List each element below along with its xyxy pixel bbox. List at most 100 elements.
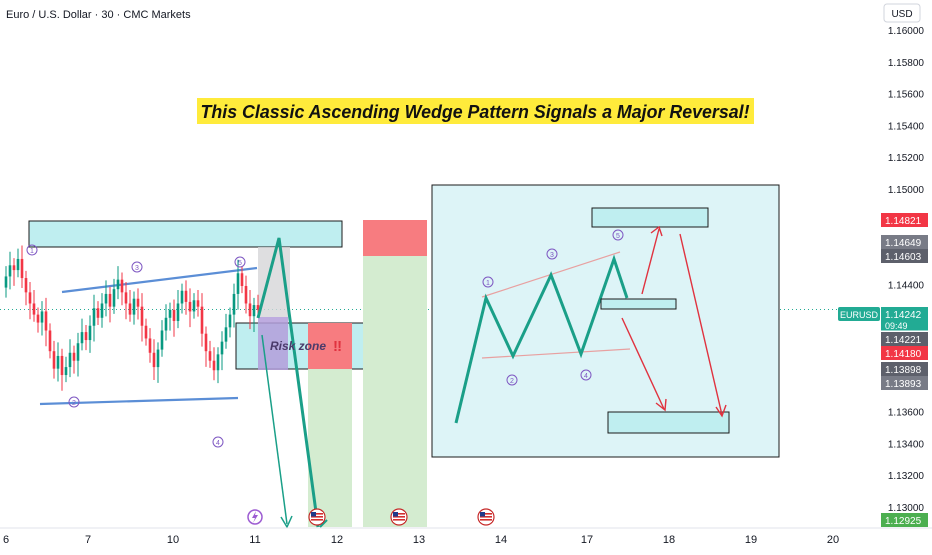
candle-body (76, 343, 80, 361)
diagram-label-2: 2 (510, 378, 514, 385)
candle-body (136, 298, 140, 307)
candle-body (20, 258, 24, 279)
diagram-bottom-zone[interactable] (607, 411, 730, 434)
price-tick-label: 1.15600 (888, 90, 925, 101)
candle-body (192, 300, 196, 312)
candle-body (16, 258, 20, 271)
time-tick-label: 14 (495, 534, 507, 546)
price-tick-label: 1.15800 (888, 58, 925, 69)
price-badge-label: 1.13893 (885, 379, 922, 390)
price-badge (881, 213, 928, 227)
candle-body (104, 293, 108, 304)
price-badge (881, 249, 928, 263)
candle-body (236, 273, 240, 294)
wedge-lower-line[interactable] (39, 396, 239, 406)
diagram-label-5: 5 (616, 233, 620, 240)
wave-labels-left: 1 3 5 2 4 (26, 244, 246, 448)
diagram-arrows (621, 225, 727, 418)
candle-body (168, 309, 172, 318)
candle-body (224, 327, 228, 342)
candle-body (60, 355, 64, 376)
price-tick-label: 1.15200 (888, 153, 925, 164)
candle-body (204, 333, 208, 352)
candle-body (92, 308, 96, 326)
arrow-head-icon (280, 515, 293, 529)
symbol-title[interactable]: Euro / U.S. Dollar · 30 · CMC Markets (6, 9, 191, 21)
candle-body (256, 305, 260, 310)
candle-body (32, 303, 36, 315)
time-axis-ticks[interactable]: 6 7 10 11 12 13 14 17 18 19 20 (3, 534, 839, 546)
lightning-glyph-icon (252, 511, 258, 523)
time-tick-label: 19 (745, 534, 757, 546)
candle-body (200, 306, 204, 334)
arrow-down-icon-2 (715, 404, 727, 418)
candle-body (232, 293, 236, 315)
candle-body (244, 285, 248, 304)
candle-body (132, 298, 136, 315)
price-tick-label: 1.13200 (888, 471, 925, 482)
candle-body (152, 352, 156, 368)
price-badge-label: 1.12925 (885, 516, 922, 527)
candle-body (196, 300, 200, 307)
event-icons (247, 508, 495, 526)
diagram-label-1: 1 (486, 280, 490, 287)
diagram-label-4: 4 (584, 373, 588, 380)
price-tick-label: 1.13400 (888, 439, 925, 450)
candle-body (52, 351, 56, 369)
candle-body (40, 311, 44, 323)
candle-body (120, 279, 124, 293)
price-badge-label: 1.14603 (885, 252, 922, 263)
arrow-up-icon (650, 225, 663, 237)
candle-body (248, 303, 252, 317)
candle-body (8, 265, 12, 277)
price-scale[interactable] (880, 0, 932, 550)
diagram-top-zone[interactable] (591, 207, 709, 228)
diagram-label-3: 3 (550, 252, 554, 259)
risk-zone-stop (308, 323, 352, 369)
candle-body (36, 314, 40, 323)
time-tick-label: 13 (413, 534, 425, 546)
price-badge-label: 1.13898 (885, 365, 922, 376)
diagram-wave-path[interactable] (454, 254, 629, 424)
price-tick-label: 1.13000 (888, 503, 925, 514)
candle-body (228, 314, 232, 328)
currency-button[interactable] (883, 3, 921, 23)
time-tick-label: 10 (167, 534, 179, 546)
candle-body (112, 289, 116, 307)
price-badge (881, 513, 928, 527)
us-flag-icon (477, 508, 495, 526)
time-tick-label: 7 (85, 534, 91, 546)
wave-label-2: 2 (72, 400, 76, 407)
candle-body (212, 360, 216, 371)
symbol-badge (838, 307, 880, 321)
currency-label: USD (891, 9, 912, 20)
candle-body (4, 276, 8, 288)
price-badge (881, 319, 928, 331)
projection-wave[interactable] (256, 237, 320, 528)
candle-body (12, 265, 16, 271)
resistance-zone[interactable] (28, 220, 343, 248)
time-tick-label: 11 (249, 534, 260, 546)
candle-body (80, 332, 84, 344)
candle-body (68, 352, 72, 368)
symbol-badge-label: EURUSD (840, 310, 879, 320)
price-tick-label: 1.15000 (888, 185, 925, 196)
candle-body (156, 349, 160, 368)
time-tick-label: 12 (331, 534, 343, 546)
candle-body (144, 325, 148, 339)
candle-body (108, 293, 112, 307)
wedge-upper-line[interactable] (61, 266, 258, 294)
candle-body (72, 352, 76, 361)
wave-label-5: 5 (238, 260, 242, 267)
arrow-up-line (641, 228, 660, 295)
us-flag-icon (390, 508, 408, 526)
price-badge (881, 376, 928, 390)
us-flag-icon (308, 508, 326, 526)
headline: This Classic Ascending Wedge Pattern Sig… (201, 102, 750, 122)
diagram-mid-zone[interactable] (600, 298, 677, 310)
wave-label-1: 1 (30, 248, 34, 255)
price-badge-label: 1.14242 (885, 310, 922, 321)
candle-body (188, 301, 192, 312)
